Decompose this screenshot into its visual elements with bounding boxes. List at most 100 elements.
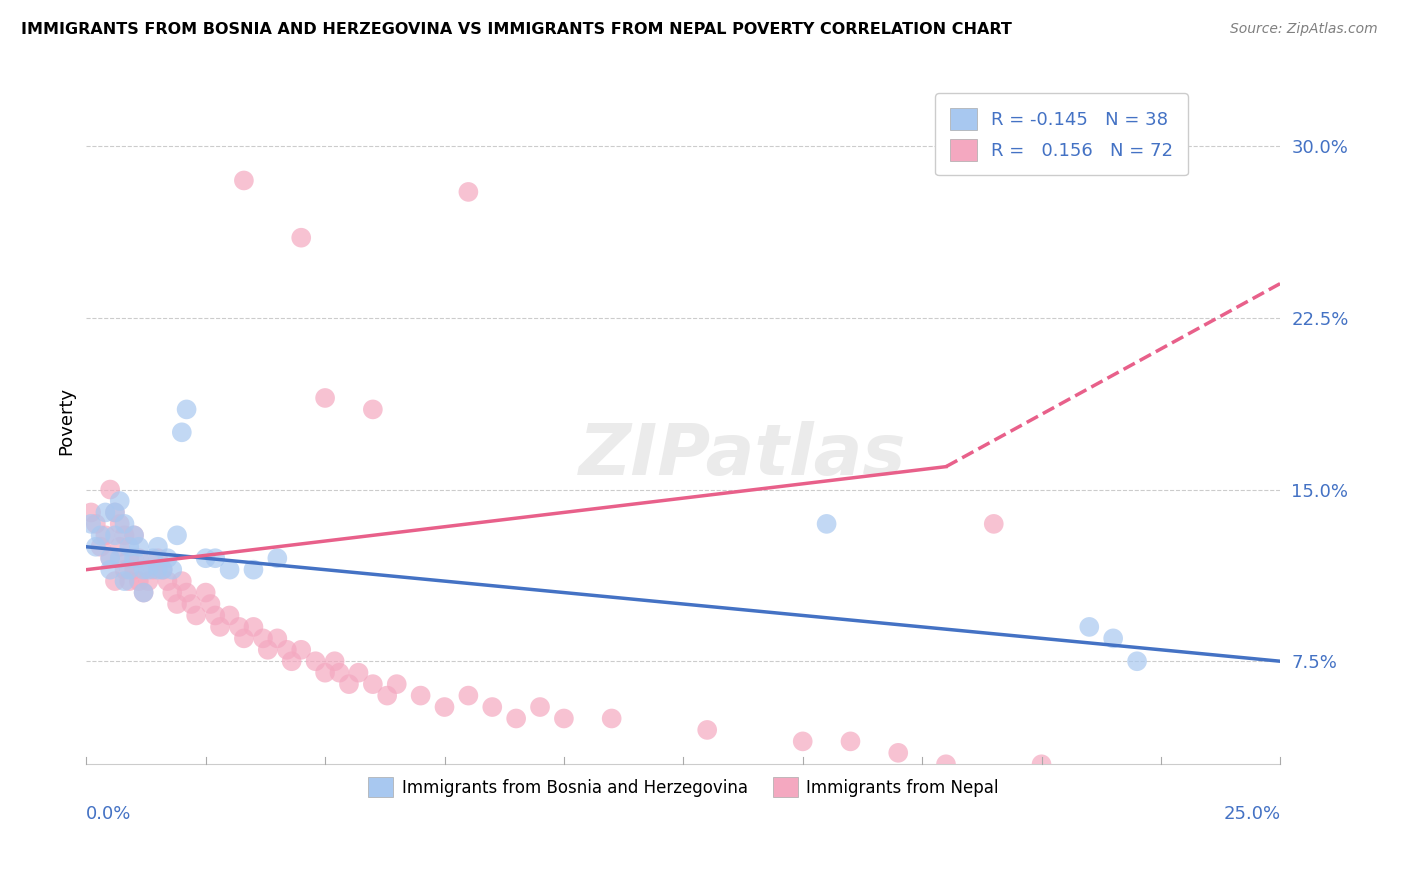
Point <box>433 700 456 714</box>
Point <box>600 711 623 725</box>
Point <box>337 677 360 691</box>
Point <box>108 551 131 566</box>
Point <box>152 563 174 577</box>
Point <box>108 540 131 554</box>
Point <box>304 654 326 668</box>
Point <box>328 665 350 680</box>
Point <box>114 528 136 542</box>
Text: 0.0%: 0.0% <box>86 805 132 823</box>
Point <box>90 540 112 554</box>
Point <box>118 551 141 566</box>
Point <box>118 540 141 554</box>
Point <box>481 700 503 714</box>
Point <box>553 711 575 725</box>
Point <box>1078 769 1101 783</box>
Point <box>194 585 217 599</box>
Point <box>696 723 718 737</box>
Point <box>108 494 131 508</box>
Point <box>242 620 264 634</box>
Text: IMMIGRANTS FROM BOSNIA AND HERZEGOVINA VS IMMIGRANTS FROM NEPAL POVERTY CORRELAT: IMMIGRANTS FROM BOSNIA AND HERZEGOVINA V… <box>21 22 1012 37</box>
Point <box>256 642 278 657</box>
Point <box>104 505 127 519</box>
Point <box>228 620 250 634</box>
Point <box>457 185 479 199</box>
Point <box>276 642 298 657</box>
Point <box>186 608 208 623</box>
Point <box>162 563 184 577</box>
Point <box>314 391 336 405</box>
Point <box>176 585 198 599</box>
Point <box>84 516 107 531</box>
Legend: Immigrants from Bosnia and Herzegovina, Immigrants from Nepal: Immigrants from Bosnia and Herzegovina, … <box>361 771 1005 804</box>
Point <box>146 551 169 566</box>
Point <box>1102 632 1125 646</box>
Point <box>1126 780 1149 794</box>
Point <box>138 574 160 588</box>
Point <box>132 563 155 577</box>
Point <box>218 608 240 623</box>
Point <box>204 608 226 623</box>
Point <box>114 516 136 531</box>
Point <box>347 665 370 680</box>
Point <box>280 654 302 668</box>
Point <box>122 551 145 566</box>
Point <box>118 574 141 588</box>
Point <box>142 563 165 577</box>
Point <box>94 528 117 542</box>
Point <box>232 173 254 187</box>
Point <box>242 563 264 577</box>
Point <box>529 700 551 714</box>
Point <box>194 551 217 566</box>
Point <box>146 540 169 554</box>
Point <box>208 620 231 634</box>
Point <box>104 574 127 588</box>
Point <box>122 528 145 542</box>
Text: ZIPatlas: ZIPatlas <box>579 421 907 490</box>
Point <box>375 689 398 703</box>
Point <box>138 563 160 577</box>
Point <box>887 746 910 760</box>
Point <box>166 528 188 542</box>
Point <box>1270 814 1292 829</box>
Point <box>1174 791 1197 805</box>
Point <box>104 505 127 519</box>
Point <box>266 632 288 646</box>
Point <box>128 540 150 554</box>
Point <box>218 563 240 577</box>
Point <box>792 734 814 748</box>
Point <box>98 551 121 566</box>
Point <box>1126 654 1149 668</box>
Point <box>156 574 179 588</box>
Point <box>98 483 121 497</box>
Point <box>323 654 346 668</box>
Point <box>104 528 127 542</box>
Point <box>94 505 117 519</box>
Point <box>162 585 184 599</box>
Point <box>1078 620 1101 634</box>
Point <box>128 574 150 588</box>
Point <box>122 563 145 577</box>
Point <box>80 516 103 531</box>
Point <box>84 540 107 554</box>
Point <box>1031 757 1053 772</box>
Point <box>90 528 112 542</box>
Point <box>385 677 408 691</box>
Text: Source: ZipAtlas.com: Source: ZipAtlas.com <box>1230 22 1378 37</box>
Point <box>361 677 384 691</box>
Point <box>266 551 288 566</box>
Point <box>232 632 254 646</box>
Point <box>176 402 198 417</box>
Point <box>200 597 222 611</box>
Point <box>128 551 150 566</box>
Point <box>314 665 336 680</box>
Point <box>166 597 188 611</box>
Point <box>204 551 226 566</box>
Point <box>152 563 174 577</box>
Point <box>409 689 432 703</box>
Point <box>839 734 862 748</box>
Point <box>361 402 384 417</box>
Point <box>108 516 131 531</box>
Point <box>180 597 202 611</box>
Point <box>146 563 169 577</box>
Point <box>935 757 957 772</box>
